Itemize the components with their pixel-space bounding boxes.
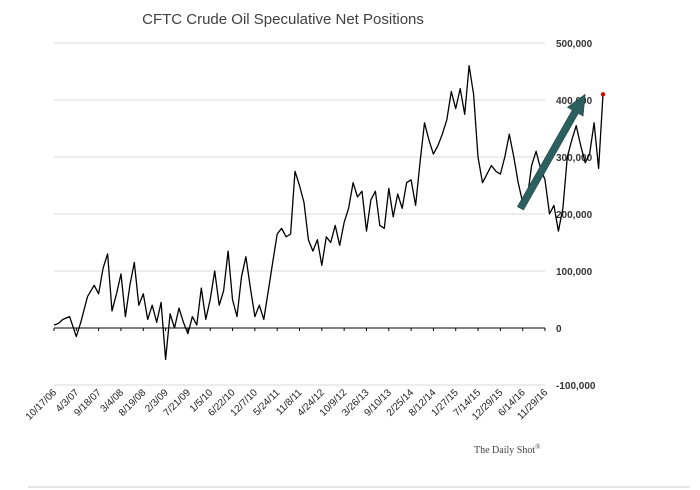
source-label-text: The Daily Shot: [474, 445, 535, 456]
y-tick-label: 100,000: [556, 267, 593, 278]
last-point-marker: [600, 92, 606, 97]
chart-title: CFTC Crude Oil Speculative Net Positions: [142, 11, 424, 28]
trend-arrow: [516, 93, 586, 211]
y-tick-label: 500,000: [556, 39, 593, 50]
series-layer: [53, 65, 606, 361]
annotation-layer: [516, 93, 586, 211]
y-tick-label: 300,000: [556, 153, 593, 164]
series-line: [53, 65, 604, 361]
y-axis-tick-labels: 500,000 400,000 300,000 200,000 100,000 0 -100…: [556, 39, 596, 392]
x-tick-label: 10/17/06: [24, 387, 60, 423]
y-tick-label: -100,000: [556, 381, 596, 392]
gridlines: [53, 42, 546, 386]
x-axis-tick-labels: 10/17/064/3/079/18/073/4/088/19/082/3/09…: [24, 387, 551, 423]
source-label: The Daily Shot®: [474, 443, 541, 456]
y-tick-label: 400,000: [556, 96, 593, 107]
y-tick-label: 0: [556, 324, 562, 335]
source-registered-mark: ®: [535, 443, 541, 451]
y-tick-label: 200,000: [556, 210, 593, 221]
